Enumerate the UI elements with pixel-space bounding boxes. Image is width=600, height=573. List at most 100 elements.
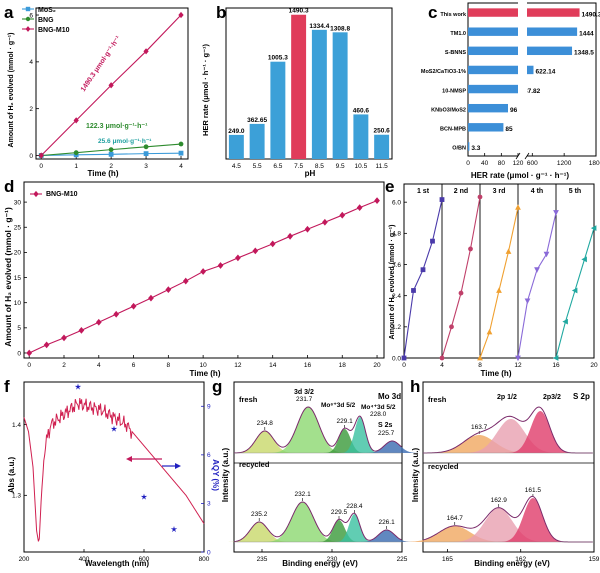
d-ytick-label-6: 30 <box>14 199 22 206</box>
d-xtick-label-6: 12 <box>234 362 242 369</box>
d-ytick-label-0: 0 <box>17 350 21 357</box>
panel-letter-e: e <box>385 177 394 196</box>
d-xtick-label-4: 8 <box>167 362 171 369</box>
h-recycled-peak-label-2: 161.5 <box>525 487 542 494</box>
f-arrow-right-head <box>175 463 181 469</box>
b-bar-label-2: 1005.3 <box>268 55 288 62</box>
e-point-2-nd-0 <box>439 355 445 361</box>
f-y2tick-label-0: 0 <box>207 549 211 556</box>
g-recycled-label: recycled <box>239 460 270 469</box>
a-legend-bng-m10: BNG-M10 <box>38 27 70 34</box>
e-point-2-nd-2 <box>458 290 464 296</box>
a-ytick-label-3: 6 <box>29 12 33 19</box>
c-category-label-6: BCN-MPB <box>440 127 466 133</box>
a-xlabel: Time (h) <box>88 169 119 178</box>
e-ytick-label-5: 6.0 <box>392 199 401 206</box>
b-bar-label-7: 250.6 <box>373 128 390 135</box>
d-point-BNG-M10-9 <box>182 277 189 285</box>
f-y2label: AQY (%) <box>211 459 220 491</box>
e-cycle-label-0: 1 st <box>417 188 430 195</box>
a-point-MoS2-4 <box>178 150 184 156</box>
d-point-BNG-M10-15 <box>287 232 293 240</box>
c-bar-value-7: 3.3 <box>471 145 480 152</box>
e-ylabel: Amount of H₂ evolved (mmol · g⁻¹) <box>389 225 396 340</box>
f-xtick-label-3: 800 <box>199 556 210 563</box>
e-series-line-2-nd <box>441 196 481 359</box>
b-bar-10.5 <box>353 114 369 159</box>
d-point-BNG-M10-3 <box>78 326 85 334</box>
g-title: Mo 3d <box>378 392 401 401</box>
d-ytick-label-2: 10 <box>14 300 22 307</box>
e-point-4-th-4 <box>553 210 559 216</box>
a-point-BNG-M10-0 <box>38 152 44 159</box>
g-recycled-peak-4 <box>353 530 421 542</box>
d-legend-marker <box>33 190 39 198</box>
e-point-4-th-2 <box>534 267 540 273</box>
c-xtick-label-5: 1200 <box>557 160 572 167</box>
panel-letter-b: b <box>216 3 226 22</box>
a-annotation-bng: 122.3 μmol·g⁻¹·h⁻¹ <box>86 123 148 130</box>
f-y2tick-label-2: 6 <box>207 452 211 459</box>
c-bar-3 <box>468 65 534 75</box>
a-xtick-label-4: 4 <box>179 163 183 170</box>
e-point-2-nd-1 <box>449 324 454 330</box>
g-recycled-peak-1 <box>256 502 349 542</box>
e-point-3-rd-2 <box>496 287 502 293</box>
a-legend-marker-0 <box>25 6 31 12</box>
b-xtick-label-5: 9.5 <box>336 163 345 170</box>
c-bar-value-1: 1444 <box>579 30 594 37</box>
c-bar-7 <box>468 142 470 151</box>
b-ylabel: HER rate (μmol · h⁻¹ · g⁻¹) <box>201 43 210 136</box>
panel-letter-f: f <box>4 377 10 396</box>
f-plot-frame <box>23 381 205 553</box>
b-plot-frame <box>225 7 393 160</box>
d-point-BNG-M10-20 <box>374 197 380 204</box>
panel-letter-c: c <box>428 3 437 22</box>
f-aqy-point-1 <box>110 425 118 432</box>
d-point-BNG-M10-10 <box>200 268 206 275</box>
h-recycled-peak-0 <box>388 526 521 542</box>
b-bar-9.5 <box>332 32 348 159</box>
h-xtick-label-1: 162 <box>515 556 526 563</box>
c-xtick-label-3: 120 <box>513 160 524 167</box>
f-y2tick-label-1: 3 <box>207 501 211 508</box>
b-xtick-label-7: 11.5 <box>376 163 389 170</box>
f-ytick-label-1: 1.4 <box>12 422 21 429</box>
g-recycled-peak-label-4: 226.1 <box>378 519 395 526</box>
c-xtick-label-4: 600 <box>527 160 538 167</box>
c-category-label-7: O/BN <box>452 146 466 152</box>
h-xlabel: Binding energy (eV) <box>474 559 550 568</box>
d-point-BNG-M10-17 <box>322 218 328 226</box>
d-point-BNG-M10-8 <box>165 286 172 293</box>
a-xtick-label-3: 3 <box>144 163 148 170</box>
d-ytick-label-1: 5 <box>17 325 21 332</box>
d-xtick-label-9: 18 <box>339 362 347 369</box>
c-category-label-4: 10-NMSP <box>442 88 466 94</box>
d-ytick-label-4: 20 <box>14 250 22 257</box>
e-xlabel: Time (h) <box>481 369 512 378</box>
a-ytick-label-0: 0 <box>29 153 33 160</box>
e-series-line-1-st <box>403 199 443 359</box>
a-legend-mos2: MoS₂ <box>38 7 56 14</box>
e-xtick-label-1: 4 <box>440 362 444 369</box>
c-category-label-3: MoS2/CaTiO3-1% <box>421 69 466 75</box>
e-point-2-nd-4 <box>477 194 483 200</box>
a-plot-frame <box>35 7 189 160</box>
h-xtick-label-0: 165 <box>442 556 453 563</box>
e-ytick-label-4: 4.8 <box>392 231 401 238</box>
d-point-BNG-M10-12 <box>235 254 241 262</box>
e-ytick-label-1: 1.2 <box>392 324 401 331</box>
f-aqy-point-2 <box>140 493 148 500</box>
h-ylabel: Intensity (a.u.) <box>411 448 420 503</box>
g-label-mo4: Mo⁴⁺3d 5/2 <box>361 404 396 411</box>
a-point-BNG-M10-4 <box>178 11 184 19</box>
g-fresh-peak-3 <box>336 417 384 453</box>
d-xtick-label-2: 4 <box>97 362 101 369</box>
g-fresh-peak-2 <box>319 429 370 453</box>
g-xtick-label-2: 225 <box>397 556 408 563</box>
b-xtick-label-2: 6.5 <box>273 163 282 170</box>
h-fresh-peak-2 <box>499 411 581 453</box>
h-plot-frame <box>422 381 595 553</box>
